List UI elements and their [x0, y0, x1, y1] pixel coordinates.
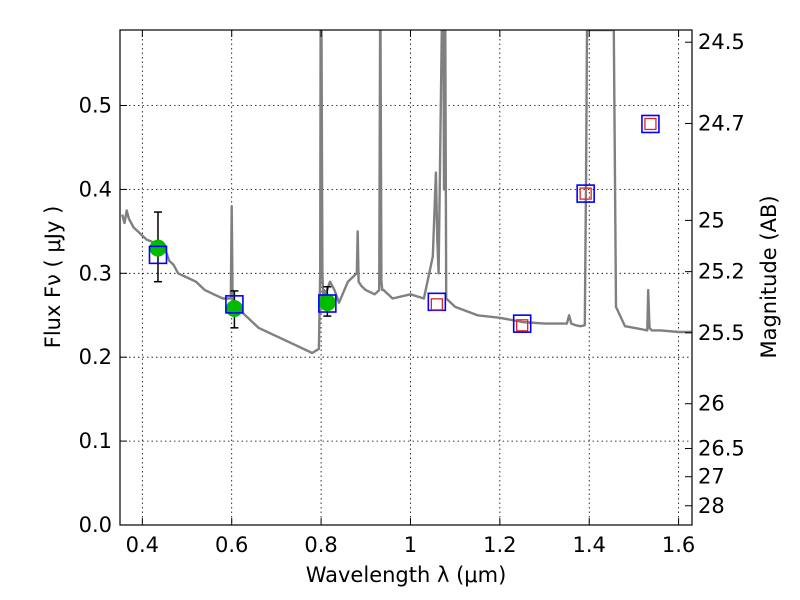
model-square [576, 184, 595, 203]
x-tick-label: 1.4 [573, 533, 606, 557]
y-tick-label: 0.0 [79, 513, 112, 537]
x-axis-title: Wavelength λ (μm) [306, 563, 507, 587]
upper-limit-square [430, 298, 443, 311]
plot-frame [119, 29, 693, 526]
x-tick-label: 0.8 [304, 533, 337, 557]
ticks-layer [120, 30, 692, 526]
spectrum-layer [121, 30, 692, 355]
right-tick-label: 26.5 [698, 436, 745, 460]
model-square [148, 245, 168, 265]
x-tick-label: 1 [404, 533, 417, 557]
upper-limit-square [644, 117, 657, 131]
y-tick-label: 0.4 [79, 177, 112, 201]
upper-limit-square [579, 187, 592, 200]
model-square [318, 294, 337, 313]
observed-point [225, 300, 243, 318]
right-tick-label: 24.5 [698, 30, 745, 54]
y-tick-label: 0.3 [79, 261, 112, 285]
right-tick-label: 24.7 [698, 111, 745, 135]
tick-labels: 0.4 0.6 0.8 1 1.2 1.4 1.6 0.0 0.1 0.2 0.3 0.4 0.5 24.… [79, 30, 745, 557]
x-tick-label: 1.2 [483, 533, 516, 557]
right-tick-label: 25.5 [698, 321, 745, 345]
right-tick-label: 25 [698, 208, 725, 232]
right-tick-label: 28 [698, 494, 725, 518]
observed-point [149, 239, 167, 257]
observed-point [318, 294, 336, 312]
right-axis-title: Magnitude (AB) [757, 195, 781, 358]
y-axis-title: Flux Fν ( μJy ) [41, 206, 65, 349]
model-square [225, 295, 244, 314]
right-tick-label: 26 [698, 392, 725, 416]
upper-limit-square [516, 319, 529, 332]
y-tick-label: 0.2 [79, 345, 112, 369]
x-tick-label: 0.6 [215, 533, 248, 557]
right-tick-label: 27 [698, 465, 725, 489]
y-tick-label: 0.1 [79, 429, 112, 453]
markers-layer [148, 114, 660, 333]
x-tick-label: 1.6 [662, 533, 695, 557]
model-square [512, 314, 532, 333]
x-tick-label: 0.4 [126, 533, 159, 557]
model-square [641, 114, 660, 134]
spectrum-line [121, 30, 692, 355]
y-tick-label: 0.5 [79, 94, 112, 118]
right-tick-label: 25.2 [698, 260, 745, 284]
